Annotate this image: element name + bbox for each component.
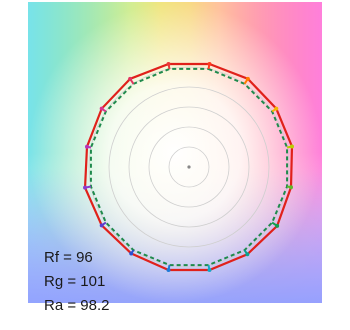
- rg-label: Rg = 101: [44, 273, 105, 290]
- grid-ring-1: [168, 146, 210, 188]
- hue-point-2: [245, 76, 250, 81]
- center-dot: [187, 165, 191, 169]
- hue-point-12: [83, 185, 88, 190]
- grid-rings: [88, 66, 290, 268]
- hue-point-3: [274, 106, 279, 111]
- hue-point-5: [289, 185, 294, 190]
- grid-ring-2: [148, 126, 230, 208]
- ra-label: Ra = 98.2: [44, 297, 109, 314]
- grid-ring-4: [108, 86, 270, 248]
- hue-point-4: [289, 144, 294, 149]
- hue-point-9: [166, 267, 171, 272]
- hue-point-11: [99, 223, 104, 228]
- hue-point-6: [275, 223, 280, 228]
- hue-point-7: [245, 252, 250, 257]
- hue-markers: [83, 62, 294, 272]
- reference-series: [89, 67, 289, 267]
- hue-point-1: [207, 62, 212, 67]
- hue-point-16: [166, 62, 171, 67]
- grid-ring-5: [88, 66, 290, 268]
- hue-point-14: [99, 106, 104, 111]
- reference-line: [89, 67, 289, 267]
- hue-point-15: [128, 76, 133, 81]
- rf-label: Rf = 96: [44, 249, 93, 266]
- hue-point-8: [207, 267, 212, 272]
- grid-ring-3: [128, 106, 250, 228]
- hue-point-10: [129, 251, 134, 256]
- hue-point-13: [84, 144, 89, 149]
